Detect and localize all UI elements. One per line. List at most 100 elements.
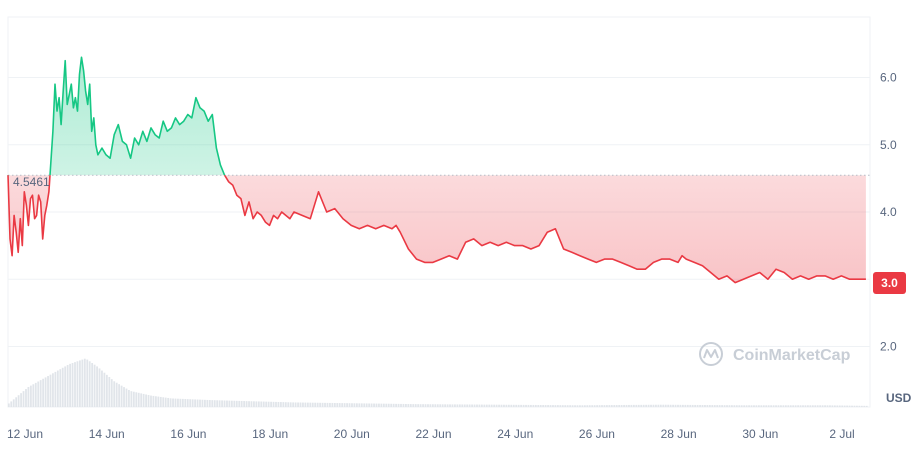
volume-bar-338 — [836, 405, 839, 407]
price-lines — [7, 56, 866, 284]
volume-bar-270 — [669, 404, 672, 407]
volume-bar-266 — [659, 404, 662, 407]
volume-bar-202 — [503, 404, 505, 407]
volume-bar-69 — [177, 398, 179, 407]
volume-bar-148 — [370, 403, 373, 407]
baseline-label: 4.5461 — [13, 175, 50, 189]
volume-bar-284 — [704, 405, 706, 407]
volume-bar-294 — [728, 405, 731, 407]
volume-bar-62 — [159, 396, 162, 407]
volume-bar-154 — [385, 403, 388, 407]
volume-bar-159 — [397, 403, 400, 407]
volume-bar-65 — [167, 397, 170, 407]
volume-bar-208 — [517, 404, 520, 407]
volume-bar-101 — [255, 401, 258, 407]
volume-bar-118 — [297, 402, 299, 407]
volume-bar-126 — [316, 402, 319, 407]
volume-bar-29 — [79, 360, 81, 407]
volume-bar-318 — [787, 405, 790, 407]
volume-bar-277 — [686, 404, 689, 407]
volume-bar-28 — [76, 361, 79, 407]
volume-bar-111 — [279, 402, 282, 407]
volume-bar-61 — [157, 396, 160, 407]
volume-bar-133 — [333, 402, 336, 407]
volume-bar-23 — [64, 366, 67, 407]
volume-bar-290 — [718, 405, 721, 407]
volume-bar-303 — [750, 405, 753, 407]
volume-bar-230 — [571, 405, 574, 407]
volume-bar-316 — [782, 405, 785, 407]
volume-bar-63 — [162, 397, 165, 407]
volume-bar-35 — [93, 364, 96, 407]
volume-bar-248 — [615, 405, 618, 407]
volume-bar-47 — [123, 387, 125, 407]
volume-bar-308 — [762, 405, 765, 407]
volume-bar-223 — [554, 405, 557, 407]
volume-bar-79 — [201, 399, 204, 407]
volume-bar-180 — [449, 404, 451, 407]
volume-bar-254 — [630, 404, 633, 407]
volume-bar-238 — [591, 405, 594, 407]
volume-bar-150 — [375, 403, 378, 407]
volume-bar-53 — [137, 392, 140, 407]
volume-bar-169 — [422, 404, 424, 407]
volume-bar-156 — [390, 403, 393, 407]
volume-bar-24 — [66, 365, 69, 407]
volume-bar-107 — [270, 401, 272, 407]
volume-bar-80 — [204, 399, 206, 407]
volume-bar-325 — [804, 405, 807, 407]
volume-bar-151 — [378, 403, 380, 407]
volume-bar-215 — [534, 404, 537, 407]
volume-bar-82 — [208, 400, 211, 407]
watermark-text: CoinMarketCap — [733, 347, 851, 364]
y-tick-label-0: 2.0 — [880, 339, 897, 353]
volume-bar-4 — [17, 395, 20, 407]
volume-bar-222 — [552, 405, 554, 407]
volume-bar-36 — [96, 366, 98, 407]
volume-bar-312 — [772, 405, 775, 407]
volume-bar-149 — [373, 403, 375, 407]
volume-bar-71 — [181, 398, 184, 407]
volume-bar-57 — [147, 395, 150, 407]
volume-bar-269 — [667, 404, 670, 407]
volume-bar-332 — [821, 405, 824, 407]
volume-bar-339 — [838, 405, 841, 407]
volume-bar-186 — [463, 404, 466, 407]
volume-bar-245 — [608, 405, 611, 407]
volume-bar-106 — [267, 401, 270, 407]
volume-bar-252 — [625, 404, 628, 407]
volume-bar-192 — [478, 404, 481, 407]
x-tick-label-9: 30 Jun — [742, 427, 778, 441]
volume-bar-2 — [12, 399, 15, 407]
volume-bar-330 — [816, 405, 819, 407]
x-tick-label-10: 2 Jul — [829, 427, 854, 441]
volume-bar-309 — [765, 405, 768, 407]
volume-bar-323 — [799, 405, 802, 407]
volume-bar-336 — [831, 405, 834, 407]
volume-bar-328 — [811, 405, 814, 407]
volume-bar-335 — [829, 405, 831, 407]
volume-bar-322 — [797, 405, 799, 407]
volume-bar-83 — [211, 400, 214, 407]
volume-bar-341 — [843, 405, 846, 407]
volume-bar-78 — [199, 399, 201, 407]
volume-bar-119 — [299, 402, 302, 407]
price-line-down — [7, 175, 866, 284]
volume-bar-320 — [792, 405, 795, 407]
volume-bar-315 — [780, 405, 782, 407]
volume-bar-272 — [674, 404, 677, 407]
volume-bar-72 — [184, 399, 187, 407]
volume-bar-343 — [848, 405, 851, 407]
volume-bar-262 — [650, 404, 652, 407]
volume-bar-313 — [775, 405, 777, 407]
x-tick-label-5: 22 Jun — [416, 427, 452, 441]
volume-bar-146 — [365, 403, 368, 407]
volume-bar-265 — [657, 404, 660, 407]
volume-bar-317 — [784, 405, 787, 407]
volume-bar-188 — [468, 404, 471, 407]
volume-bar-145 — [363, 403, 366, 407]
volume-bar-212 — [527, 404, 530, 407]
last-price-value: 3.0 — [881, 276, 898, 290]
